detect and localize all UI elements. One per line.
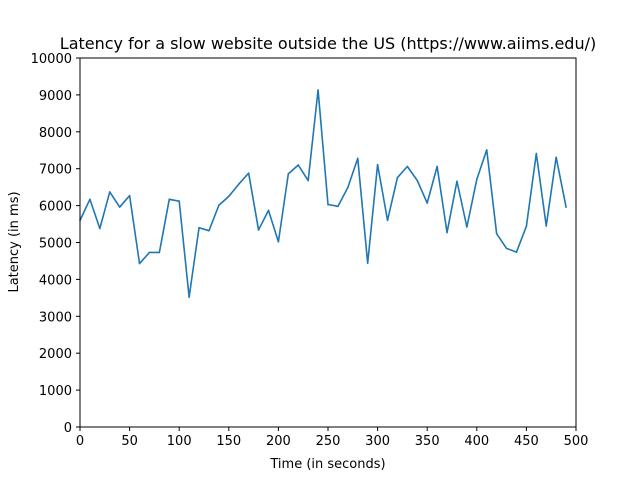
y-tick-label: 3000 bbox=[39, 310, 72, 325]
x-axis-label: Time (in seconds) bbox=[269, 457, 385, 472]
data-point bbox=[366, 262, 369, 264]
y-axis-label: Latency (in ms) bbox=[7, 191, 22, 292]
y-tick-label: 1000 bbox=[39, 384, 72, 399]
x-tick-label: 50 bbox=[121, 434, 138, 449]
x-tick-label: 350 bbox=[415, 434, 440, 449]
y-tick-label: 2000 bbox=[39, 347, 72, 362]
y-tick-label: 9000 bbox=[39, 89, 72, 104]
data-point bbox=[158, 251, 161, 254]
data-point bbox=[416, 179, 419, 182]
data-point bbox=[168, 198, 171, 201]
data-point bbox=[148, 251, 151, 254]
axis-ticks: 0 50 100 150 200 250 300 350 400 450 5000100020003… bbox=[31, 52, 589, 449]
data-point bbox=[446, 231, 448, 234]
x-tick-label: 500 bbox=[564, 434, 589, 449]
data-point bbox=[108, 191, 111, 193]
data-point bbox=[356, 157, 359, 160]
data-point bbox=[208, 229, 210, 232]
x-tick-label: 300 bbox=[365, 434, 390, 449]
data-point bbox=[406, 165, 409, 168]
data-point bbox=[267, 209, 270, 212]
data-point bbox=[188, 296, 190, 298]
x-tick-label: 0 bbox=[76, 434, 84, 449]
data-point bbox=[277, 240, 280, 243]
series-layer bbox=[79, 89, 567, 298]
data-point bbox=[287, 173, 290, 175]
data-point bbox=[198, 226, 200, 229]
data-point bbox=[466, 226, 468, 228]
data-point bbox=[485, 149, 488, 151]
data-point bbox=[99, 227, 101, 230]
data-point bbox=[237, 183, 240, 185]
data-point bbox=[178, 200, 180, 202]
data-point bbox=[376, 163, 379, 166]
y-tick-label: 0 bbox=[64, 421, 72, 436]
data-point bbox=[495, 232, 498, 235]
y-tick-label: 8000 bbox=[39, 126, 72, 141]
data-point bbox=[128, 194, 131, 197]
data-point bbox=[436, 165, 438, 168]
data-point bbox=[505, 247, 508, 250]
data-point bbox=[386, 219, 389, 222]
data-point bbox=[118, 206, 121, 208]
x-tick-label: 250 bbox=[316, 434, 341, 449]
chart-title: Latency for a slow website outside the U… bbox=[60, 34, 596, 53]
data-point bbox=[138, 262, 141, 265]
latency-series-line bbox=[79, 89, 567, 298]
data-point bbox=[396, 176, 399, 179]
data-point bbox=[327, 203, 329, 206]
data-point bbox=[535, 152, 538, 155]
y-tick-label: 6000 bbox=[39, 200, 72, 215]
data-point bbox=[257, 229, 260, 231]
data-point bbox=[515, 251, 518, 253]
data-point bbox=[89, 198, 91, 201]
x-tick-label: 400 bbox=[464, 434, 489, 449]
plot-frame bbox=[79, 57, 577, 428]
x-tick-label: 200 bbox=[266, 434, 291, 449]
data-point bbox=[476, 178, 478, 181]
data-point bbox=[525, 225, 528, 228]
y-tick-label: 4000 bbox=[39, 273, 72, 288]
data-point bbox=[545, 225, 548, 227]
data-point bbox=[555, 156, 557, 159]
y-tick-label: 7000 bbox=[39, 163, 72, 178]
data-point bbox=[297, 164, 300, 166]
data-point bbox=[426, 202, 429, 204]
data-point bbox=[347, 186, 349, 189]
data-point bbox=[317, 89, 319, 91]
data-point bbox=[228, 195, 230, 198]
x-tick-label: 450 bbox=[514, 434, 539, 449]
y-tick-label: 5000 bbox=[39, 237, 72, 252]
data-point bbox=[218, 204, 220, 207]
y-tick-label: 10000 bbox=[31, 52, 72, 67]
data-point bbox=[337, 205, 339, 208]
data-point bbox=[247, 172, 250, 174]
data-point bbox=[565, 206, 567, 208]
x-tick-label: 150 bbox=[216, 434, 241, 449]
data-point bbox=[307, 179, 309, 182]
data-point bbox=[456, 180, 458, 183]
x-tick-label: 100 bbox=[167, 434, 192, 449]
